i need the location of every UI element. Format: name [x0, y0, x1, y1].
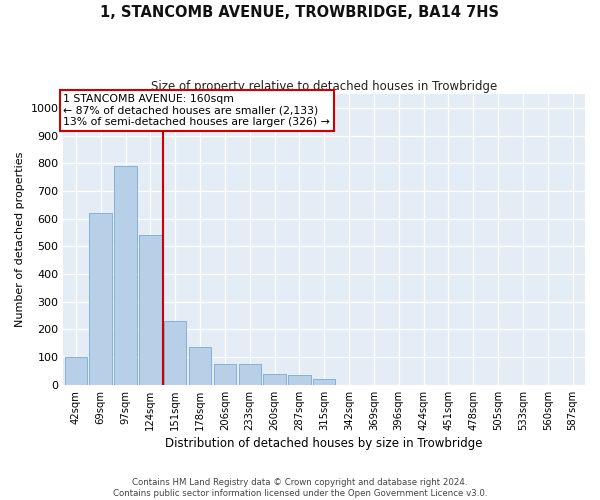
- Bar: [263, 374, 286, 385]
- Bar: [139, 236, 161, 385]
- Bar: [65, 357, 87, 385]
- Bar: [189, 348, 211, 385]
- Bar: [313, 380, 335, 385]
- Bar: [164, 321, 187, 385]
- Bar: [239, 364, 261, 385]
- Y-axis label: Number of detached properties: Number of detached properties: [15, 152, 25, 327]
- Text: 1 STANCOMB AVENUE: 160sqm
← 87% of detached houses are smaller (2,133)
13% of se: 1 STANCOMB AVENUE: 160sqm ← 87% of detac…: [64, 94, 330, 128]
- Bar: [89, 213, 112, 385]
- Title: Size of property relative to detached houses in Trowbridge: Size of property relative to detached ho…: [151, 80, 497, 93]
- Text: Contains HM Land Registry data © Crown copyright and database right 2024.
Contai: Contains HM Land Registry data © Crown c…: [113, 478, 487, 498]
- Bar: [115, 166, 137, 385]
- Text: 1, STANCOMB AVENUE, TROWBRIDGE, BA14 7HS: 1, STANCOMB AVENUE, TROWBRIDGE, BA14 7HS: [101, 5, 499, 20]
- X-axis label: Distribution of detached houses by size in Trowbridge: Distribution of detached houses by size …: [166, 437, 483, 450]
- Bar: [288, 375, 311, 385]
- Bar: [214, 364, 236, 385]
